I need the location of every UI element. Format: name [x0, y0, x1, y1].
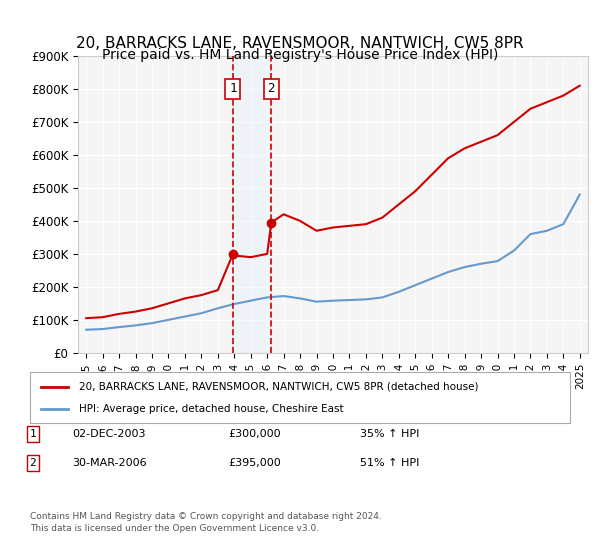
Text: 20, BARRACKS LANE, RAVENSMOOR, NANTWICH, CW5 8PR: 20, BARRACKS LANE, RAVENSMOOR, NANTWICH,… [76, 36, 524, 52]
Text: Contains HM Land Registry data © Crown copyright and database right 2024.: Contains HM Land Registry data © Crown c… [30, 512, 382, 521]
Text: Price paid vs. HM Land Registry's House Price Index (HPI): Price paid vs. HM Land Registry's House … [102, 48, 498, 62]
Text: £300,000: £300,000 [228, 429, 281, 439]
Text: £395,000: £395,000 [228, 458, 281, 468]
Text: 1: 1 [229, 82, 237, 95]
Text: 51% ↑ HPI: 51% ↑ HPI [360, 458, 419, 468]
Text: 02-DEC-2003: 02-DEC-2003 [72, 429, 146, 439]
Text: 1: 1 [29, 429, 37, 439]
Text: 35% ↑ HPI: 35% ↑ HPI [360, 429, 419, 439]
Text: HPI: Average price, detached house, Cheshire East: HPI: Average price, detached house, Ches… [79, 404, 343, 414]
Text: 30-MAR-2006: 30-MAR-2006 [72, 458, 146, 468]
Text: 20, BARRACKS LANE, RAVENSMOOR, NANTWICH, CW5 8PR (detached house): 20, BARRACKS LANE, RAVENSMOOR, NANTWICH,… [79, 381, 478, 391]
Bar [233, 56, 271, 353]
Text: This data is licensed under the Open Government Licence v3.0.: This data is licensed under the Open Gov… [30, 524, 319, 533]
Text: 2: 2 [268, 82, 275, 95]
Text: 2: 2 [29, 458, 37, 468]
